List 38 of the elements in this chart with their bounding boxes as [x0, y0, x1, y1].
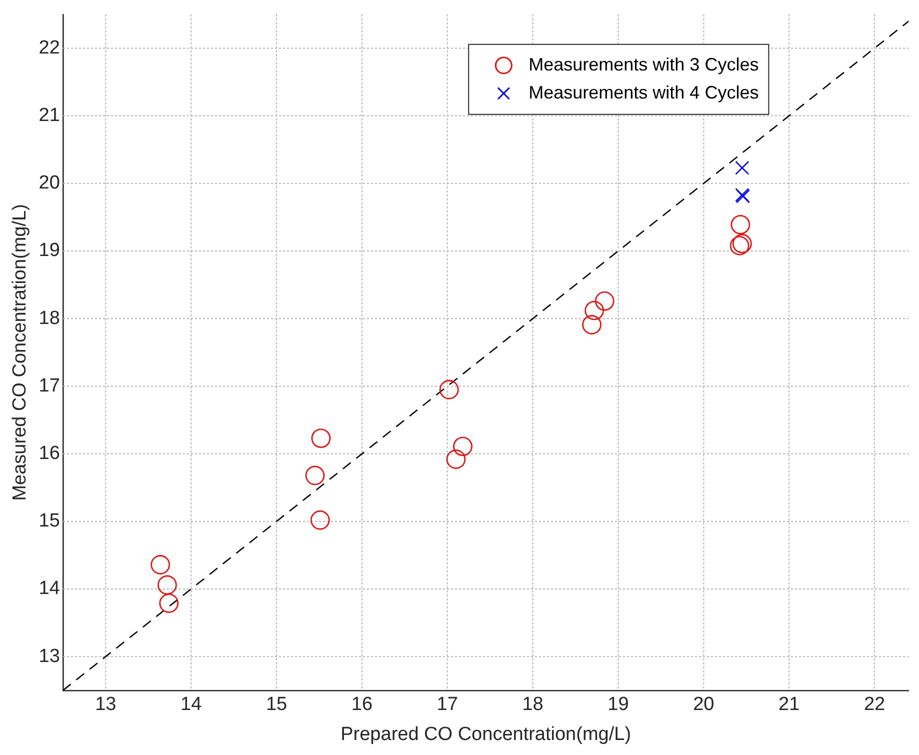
point	[446, 450, 466, 469]
point	[439, 380, 459, 400]
x-tick-label: 14	[180, 694, 202, 716]
x-tick-label: 22	[864, 694, 886, 716]
y-tick-label: 19	[38, 240, 60, 262]
x-tick-label: 15	[266, 694, 288, 716]
y-tick-label: 20	[38, 172, 60, 194]
point	[735, 160, 750, 175]
x-tick-label: 18	[522, 694, 544, 716]
y-tick-label: 13	[38, 646, 60, 667]
y-tick-label: 15	[38, 510, 60, 532]
point	[310, 510, 330, 530]
y-tick-label: 17	[38, 375, 60, 396]
point	[150, 555, 170, 574]
point	[311, 428, 331, 448]
y-tick-label: 18	[38, 308, 60, 329]
legend-label: Measurements with 4 Cycles	[528, 82, 759, 102]
point	[584, 300, 604, 320]
x-tick-label: 21	[778, 694, 800, 716]
y-axis-title: Measured CO Concentration(mg/L)	[10, 204, 31, 501]
point	[730, 214, 750, 234]
point	[305, 466, 325, 486]
x-tick-label: 17	[436, 694, 458, 716]
y-tick-label: 21	[38, 105, 60, 126]
legend-label: Measurements with 3 Cycles	[528, 54, 759, 74]
y-tick-label: 22	[38, 37, 60, 58]
x-tick-label: 13	[95, 694, 116, 716]
y-tick-label: 14	[38, 578, 60, 600]
x-tick-label: 16	[351, 694, 373, 716]
x-tick-label: 19	[608, 694, 629, 716]
y-tick-label: 16	[38, 443, 60, 464]
point	[159, 594, 179, 613]
x-axis-title: Prepared CO Concentration(mg/L)	[340, 724, 632, 745]
point	[582, 315, 602, 334]
x-tick-label: 20	[693, 694, 714, 716]
point	[453, 436, 472, 456]
point	[594, 291, 614, 311]
point	[158, 575, 177, 595]
